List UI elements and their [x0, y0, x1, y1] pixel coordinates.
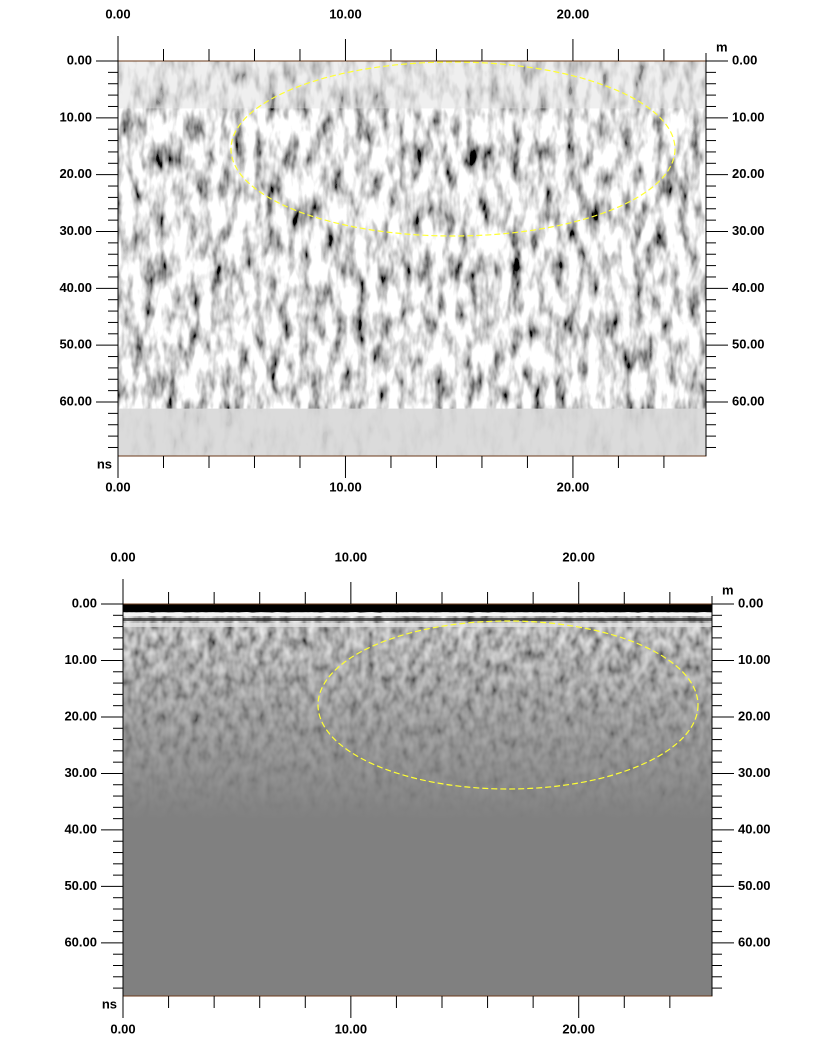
- y-tick-label-left: 60.00: [59, 393, 92, 408]
- radargram-reflection: [123, 618, 712, 621]
- x-tick-label-bottom: 0.00: [110, 1021, 135, 1036]
- radargram-surface: [123, 604, 712, 612]
- y-tick-label-right: 0.00: [732, 52, 757, 67]
- y-tick-label-left: 50.00: [59, 337, 92, 352]
- x-tick-label-top: 0.00: [105, 6, 130, 21]
- y-tick-label-left: 50.00: [64, 878, 97, 893]
- y-tick-label-right: 60.00: [738, 934, 771, 949]
- y-unit-label: ns: [102, 996, 117, 1011]
- annotation-ellipse: [317, 620, 699, 790]
- y-tick-label-right: 30.00: [732, 223, 765, 238]
- y-tick-label-right: 0.00: [738, 595, 763, 610]
- annotation-ellipse: [230, 61, 676, 237]
- y-tick-label-left: 10.00: [64, 652, 97, 667]
- x-tick-label-top: 20.00: [557, 6, 590, 21]
- x-tick-label-bottom: 20.00: [557, 479, 590, 494]
- y-tick-label-right: 60.00: [732, 393, 765, 408]
- y-tick-label-right: 30.00: [738, 765, 771, 780]
- x-tick-label-top: 10.00: [329, 6, 362, 21]
- y-tick-label-right: 10.00: [738, 652, 771, 667]
- radargram-fade: [123, 604, 712, 996]
- y-tick-label-right: 20.00: [732, 166, 765, 181]
- radargram-lower-band: [118, 408, 706, 456]
- y-unit-label: ns: [97, 456, 112, 471]
- y-tick-label-left: 30.00: [64, 765, 97, 780]
- radargram-upper-band: [118, 61, 706, 109]
- x-tick-label-bottom: 0.00: [105, 479, 130, 494]
- y-tick-label-left: 40.00: [59, 280, 92, 295]
- y-tick-label-right: 20.00: [738, 708, 771, 723]
- x-tick-label-bottom: 10.00: [329, 479, 362, 494]
- y-tick-label-left: 20.00: [64, 708, 97, 723]
- x-tick-label-bottom: 10.00: [335, 1021, 368, 1036]
- x-tick-label-top: 20.00: [562, 549, 595, 564]
- x-tick-label-bottom: 20.00: [562, 1021, 595, 1036]
- y-tick-label-right: 10.00: [732, 109, 765, 124]
- y-tick-label-right: 50.00: [738, 878, 771, 893]
- y-tick-label-left: 30.00: [59, 223, 92, 238]
- x-unit-label: m: [716, 39, 728, 54]
- y-tick-label-left: 60.00: [64, 934, 97, 949]
- y-tick-label-left: 20.00: [59, 166, 92, 181]
- y-tick-label-right: 40.00: [738, 821, 771, 836]
- radargram-image: [118, 61, 706, 456]
- y-tick-label-right: 40.00: [732, 280, 765, 295]
- x-unit-label: m: [722, 582, 734, 597]
- y-tick-label-left: 40.00: [64, 821, 97, 836]
- x-tick-label-top: 0.00: [110, 549, 135, 564]
- radargram-reflection: [123, 623, 712, 627]
- y-tick-label-left: 0.00: [67, 52, 92, 67]
- radargram-reflection: [123, 613, 712, 616]
- y-tick-label-left: 10.00: [59, 109, 92, 124]
- y-tick-label-left: 0.00: [72, 595, 97, 610]
- x-tick-label-top: 10.00: [335, 549, 368, 564]
- y-tick-label-right: 50.00: [732, 337, 765, 352]
